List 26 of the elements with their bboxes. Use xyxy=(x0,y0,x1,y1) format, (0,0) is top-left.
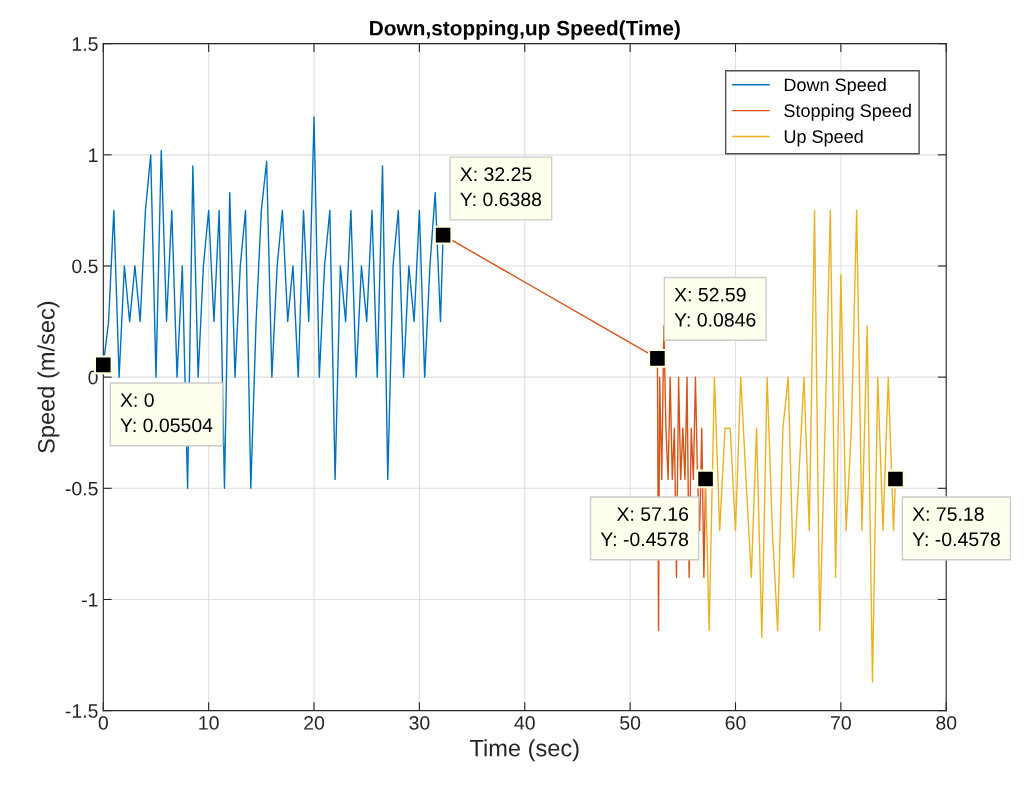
annotation: X: 32.25 Y: 0.6388 xyxy=(460,167,542,207)
y-tick-label: 1.5 xyxy=(72,37,98,51)
y-axis-title: Speed (m/sec) xyxy=(37,301,60,453)
x-axis-title: Time (sec) xyxy=(469,739,579,762)
y-tick-label: -1.5 xyxy=(65,704,98,718)
x-tick-label: 40 xyxy=(514,716,535,730)
legend-label: Stopping Speed xyxy=(784,103,911,121)
legend-label: Down Speed xyxy=(784,77,886,95)
x-tick-label: 10 xyxy=(199,716,219,730)
x-tick-label: 70 xyxy=(831,716,851,730)
x-tick-label: 60 xyxy=(725,716,746,730)
y-tick-label: -1 xyxy=(82,593,98,607)
y-tick-label: 1 xyxy=(89,148,98,162)
x-tick-label: 80 xyxy=(936,716,957,730)
chart-title: Down,stopping,up Speed(Time) xyxy=(370,20,680,40)
annotation: X: 52.59 Y: 0.0846 xyxy=(674,287,756,327)
legend-label: Up Speed xyxy=(784,129,863,147)
x-tick-label: 50 xyxy=(620,716,641,730)
y-tick-label: 0.5 xyxy=(72,259,98,274)
x-tick-label: 30 xyxy=(409,716,430,730)
x-tick-label: 0 xyxy=(98,716,108,730)
annotation: X: 0 Y: 0.05504 xyxy=(120,393,213,433)
annotation: X: 75.18 Y: -0.4578 xyxy=(912,507,1000,547)
x-tick-label: 20 xyxy=(304,716,325,730)
annotation: X: 57.16 Y: -0.4578 xyxy=(600,507,689,547)
y-tick-label: -0.5 xyxy=(65,481,98,496)
